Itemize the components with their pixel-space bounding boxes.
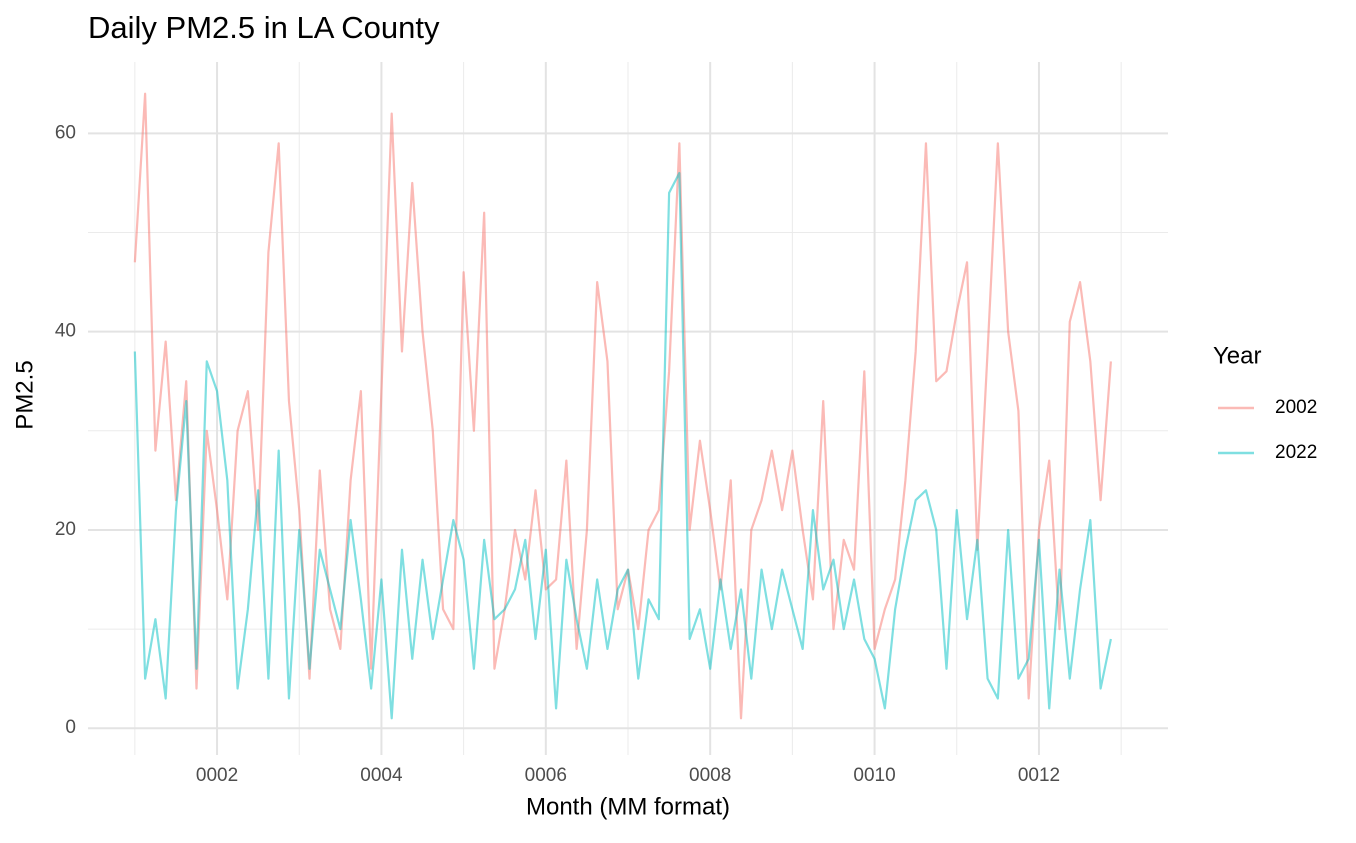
y-tick-label: 60: [55, 122, 76, 143]
x-tick-label: 0008: [689, 765, 731, 786]
series-line: [133, 92, 1112, 720]
x-tick-label: 0010: [853, 765, 895, 786]
y-tick-label: 20: [55, 519, 76, 540]
x-tick-label: 0002: [196, 765, 238, 786]
chart-title: Daily PM2.5 in LA County: [88, 10, 440, 45]
x-axis-title: Month (MM format): [526, 793, 730, 820]
legend-title: Year: [1213, 342, 1262, 369]
x-tick-label: 0006: [525, 765, 567, 786]
legend-label: 2002: [1275, 397, 1317, 418]
x-tick-label: 0012: [1018, 765, 1060, 786]
y-axis-title: PM2.5: [11, 360, 38, 429]
legend-label: 2022: [1275, 442, 1317, 463]
series-line: [133, 171, 1112, 720]
y-tick-label: 0: [65, 717, 76, 738]
y-tick-label: 40: [55, 321, 76, 342]
x-tick-label: 0004: [360, 765, 403, 786]
